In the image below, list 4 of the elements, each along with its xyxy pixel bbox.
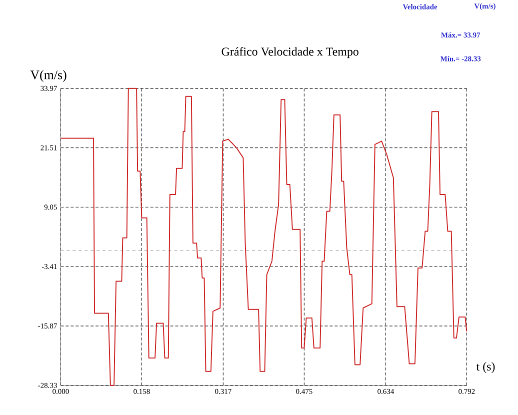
chart-title: Gráfico Velocidade x Tempo: [222, 46, 358, 58]
x-axis-title: t (s): [476, 362, 495, 373]
y-axis-title: V(m/s): [30, 70, 66, 82]
line-series: [60, 88, 468, 386]
